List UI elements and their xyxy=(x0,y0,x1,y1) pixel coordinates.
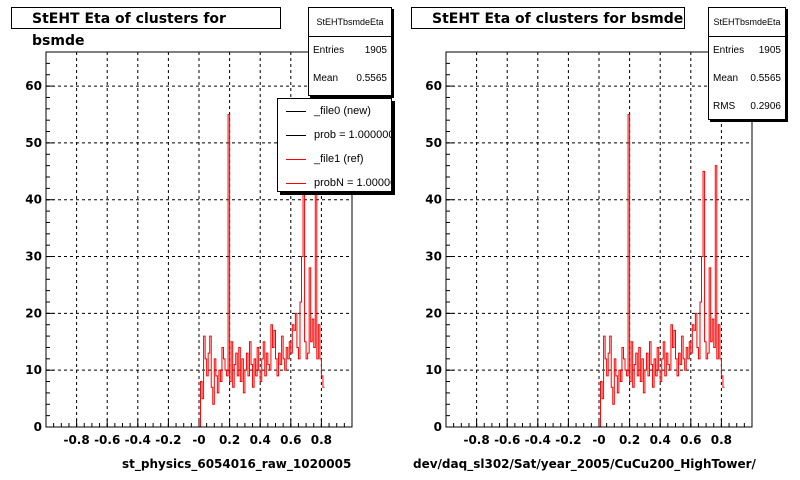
y-tick-label: 40 xyxy=(425,193,442,207)
y-tick-label: 50 xyxy=(425,136,442,150)
x-tick-label: -0.4 xyxy=(125,433,151,447)
x-tick-label: -0 xyxy=(192,433,205,447)
left-stats-name: StEHTbsmdeEta xyxy=(309,8,391,37)
y-tick-label: 60 xyxy=(25,79,42,93)
x-tick-label: -0.8 xyxy=(463,433,489,447)
x-tick-label: 0.6 xyxy=(280,433,301,447)
x-tick-label: 0.4 xyxy=(650,433,671,447)
plot-frame xyxy=(45,51,353,428)
right-x-caption: dev/daq_sl302/Sat/year_2005/CuCu200_High… xyxy=(413,457,756,471)
right-stats-entries-label: Entries xyxy=(713,45,745,56)
right-stats-rms-value: 0.2906 xyxy=(750,101,781,112)
left-stats-box: StEHTbsmdeEta Entries 1905 Mean 0.5565 xyxy=(308,7,392,96)
legend-entry-file1: _file1 (ref) xyxy=(278,147,391,171)
legend-label-file0: _file0 (new) xyxy=(314,105,371,117)
y-tick-label: 20 xyxy=(425,306,442,320)
x-tick-label: -0.8 xyxy=(63,433,89,447)
left-stats-entries-row: Entries 1905 xyxy=(309,37,391,65)
left-legend: _file0 (new) prob = 1.000000 _file1 (ref… xyxy=(277,98,392,192)
x-tick-label: 0.8 xyxy=(311,433,332,447)
legend-entry-prob: prob = 1.000000 xyxy=(278,123,391,147)
legend-swatch-file1 xyxy=(286,158,306,160)
left-stats-mean-label: Mean xyxy=(313,73,339,84)
x-tick-label: 0.8 xyxy=(711,433,732,447)
y-tick-label: 40 xyxy=(25,193,42,207)
y-tick-label: 10 xyxy=(425,363,442,377)
right-stats-name: StEHTbsmdeEta xyxy=(709,8,785,37)
x-tick-label: 0.2 xyxy=(219,433,240,447)
legend-label-probn: probN = 1.000000 xyxy=(314,177,391,189)
left-stats-mean-value: 0.5565 xyxy=(356,73,387,84)
y-tick-label: 60 xyxy=(425,79,442,93)
right-stats-entries-row: Entries 1905 xyxy=(709,37,785,65)
left-plot-title: StEHT Eta of clusters for bsmde xyxy=(11,7,281,49)
x-tick-label: -0.6 xyxy=(94,433,120,447)
y-tick-label: 50 xyxy=(25,136,42,150)
x-tick-label: 0.4 xyxy=(250,433,271,447)
histogram-series xyxy=(447,114,725,428)
right-stats-mean-value: 0.5565 xyxy=(750,73,781,84)
legend-swatch-prob xyxy=(286,134,306,136)
x-tick-label: -0.2 xyxy=(555,433,581,447)
legend-label-prob: prob = 1.000000 xyxy=(314,129,392,141)
y-tick-label: 30 xyxy=(25,250,42,264)
y-tick-label: 0 xyxy=(434,420,442,434)
legend-swatch-probn xyxy=(286,182,306,184)
x-tick-label: 0.2 xyxy=(619,433,640,447)
y-tick-label: 10 xyxy=(25,363,42,377)
right-stats-entries-value: 1905 xyxy=(758,45,781,56)
left-stats-entries-value: 1905 xyxy=(364,45,387,56)
x-tick-label: -0.4 xyxy=(525,433,551,447)
left-stats-entries-label: Entries xyxy=(313,45,345,56)
right-stats-mean-label: Mean xyxy=(713,73,739,84)
left-stats-mean-row: Mean 0.5565 xyxy=(309,65,391,93)
right-stats-rms-row: RMS 0.2906 xyxy=(709,93,785,121)
legend-label-file1: _file1 (ref) xyxy=(314,153,364,165)
legend-entry-file0: _file0 (new) xyxy=(278,99,391,123)
plot-frame xyxy=(445,51,753,428)
x-tick-label: 0.6 xyxy=(680,433,701,447)
legend-swatch-file0 xyxy=(286,110,306,112)
x-tick-label: -0.2 xyxy=(155,433,181,447)
x-tick-label: -0 xyxy=(592,433,605,447)
right-stats-rms-label: RMS xyxy=(713,101,736,112)
left-x-caption: st_physics_6054016_raw_1020005 xyxy=(122,457,352,471)
legend-entry-probn: probN = 1.000000 xyxy=(278,171,391,191)
y-tick-label: 0 xyxy=(34,420,42,434)
y-tick-label: 20 xyxy=(25,306,42,320)
right-stats-mean-row: Mean 0.5565 xyxy=(709,65,785,93)
right-stats-box: StEHTbsmdeEta Entries 1905 Mean 0.5565 R… xyxy=(708,7,786,120)
y-tick-label: 30 xyxy=(425,250,442,264)
right-plot-title: StEHT Eta of clusters for bsmde xyxy=(411,7,685,29)
x-tick-label: -0.6 xyxy=(494,433,520,447)
